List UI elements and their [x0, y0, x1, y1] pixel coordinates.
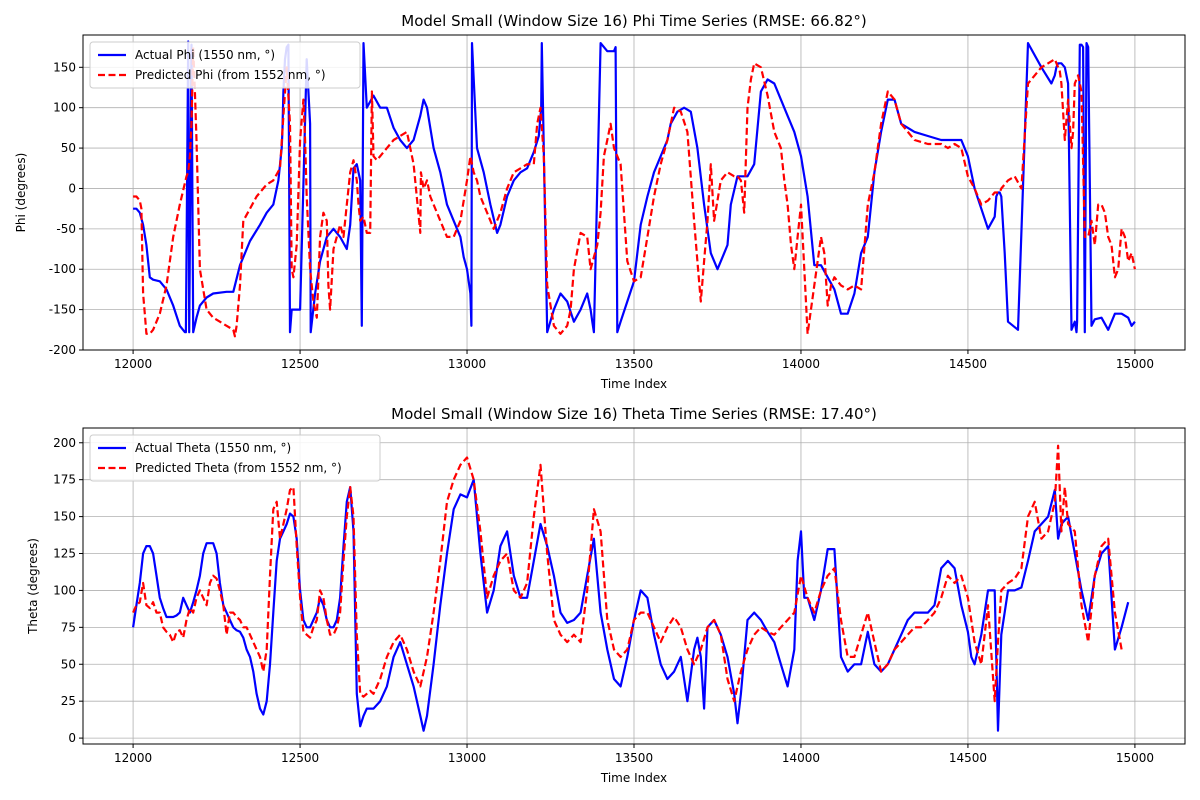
phi-chart-panel: 12000 12500 13000 13500 14000 14500 15000 -200 -… [14, 12, 1186, 391]
legend: Actual Theta (1550 nm, °) Predicted Theta… [89, 434, 381, 482]
legend-entry-label: Actual Theta (1550 nm, °) [135, 441, 291, 455]
y-tick-label: 125 [53, 547, 76, 561]
x-tick-label: 12000 [114, 751, 152, 765]
x-tick-label: 14000 [782, 357, 820, 371]
legend-entry-label: Actual Phi (1550 nm, °) [135, 48, 275, 62]
x-tick-label: 13500 [615, 357, 653, 371]
legend: Actual Phi (1550 nm, °) Predicted Phi (fr… [89, 41, 361, 89]
y-tick-label: 0 [68, 731, 76, 745]
theta-chart-panel: 12000 12500 13000 13500 14000 14500 15000 0 25 50… [26, 405, 1186, 785]
predicted-series-line [132, 444, 1123, 703]
y-tick-label: 75 [61, 620, 76, 634]
x-tick-label: 14000 [782, 751, 820, 765]
legend-box [89, 41, 361, 89]
y-tick-label: 175 [53, 473, 76, 487]
x-tick-label: 14500 [949, 751, 987, 765]
y-tick-label: 200 [53, 436, 76, 450]
x-tick-label: 15000 [1116, 357, 1154, 371]
x-tick-label: 14500 [949, 357, 987, 371]
x-tick-label: 13500 [615, 751, 653, 765]
y-tick-label: 0 [68, 181, 76, 195]
x-axis-label: Time Index [600, 771, 667, 785]
actual-series-line [132, 478, 1130, 732]
y-tick-label: -200 [49, 343, 76, 357]
chart-title: Model Small (Window Size 16) Theta Time … [391, 405, 877, 423]
y-tick-label: -150 [49, 303, 76, 317]
y-axis-label: Phi (degrees) [14, 153, 28, 233]
x-tick-label: 12000 [114, 357, 152, 371]
legend-entry-label: Predicted Phi (from 1552 nm, °) [135, 68, 326, 82]
legend-entry-label: Predicted Theta (from 1552 nm, °) [135, 461, 342, 475]
y-tick-label: 50 [61, 657, 76, 671]
y-tick-label: 100 [53, 101, 76, 115]
x-tick-label: 13000 [448, 751, 486, 765]
y-tick-label: 150 [53, 510, 76, 524]
x-tick-label: 15000 [1116, 751, 1154, 765]
y-tick-label: -100 [49, 262, 76, 276]
y-tick-label: 50 [61, 141, 76, 155]
x-tick-label: 13000 [448, 357, 486, 371]
y-tick-label: 25 [61, 694, 76, 708]
x-tick-label: 12500 [281, 751, 319, 765]
y-tick-label: 150 [53, 60, 76, 74]
chart-title: Model Small (Window Size 16) Phi Time Se… [401, 12, 866, 30]
y-tick-label: -50 [56, 222, 76, 236]
legend-box [89, 434, 381, 482]
y-axis-label: Theta (degrees) [26, 538, 40, 635]
y-tick-label: 100 [53, 583, 76, 597]
x-axis-label: Time Index [600, 377, 667, 391]
x-tick-label: 12500 [281, 357, 319, 371]
